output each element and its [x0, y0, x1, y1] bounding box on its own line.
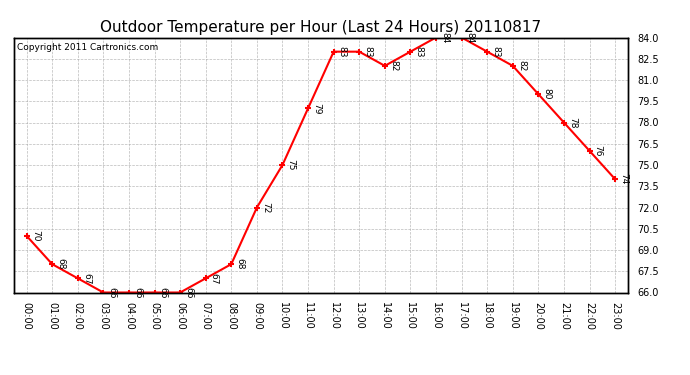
Text: 67: 67	[82, 273, 91, 284]
Text: 78: 78	[568, 117, 577, 128]
Text: 80: 80	[542, 88, 551, 100]
Text: 83: 83	[338, 46, 347, 57]
Text: 76: 76	[593, 145, 602, 157]
Title: Outdoor Temperature per Hour (Last 24 Hours) 20110817: Outdoor Temperature per Hour (Last 24 Ho…	[100, 20, 542, 35]
Text: 67: 67	[210, 273, 219, 284]
Text: 84: 84	[466, 32, 475, 43]
Text: 74: 74	[619, 174, 629, 185]
Text: Copyright 2011 Cartronics.com: Copyright 2011 Cartronics.com	[17, 43, 158, 52]
Text: 66: 66	[184, 287, 193, 298]
Text: 82: 82	[389, 60, 398, 72]
Text: 84: 84	[440, 32, 449, 43]
Text: 75: 75	[286, 159, 295, 171]
Text: 82: 82	[517, 60, 526, 72]
Text: 70: 70	[31, 230, 40, 242]
Text: 66: 66	[159, 287, 168, 298]
Text: 79: 79	[312, 103, 322, 114]
Text: 83: 83	[364, 46, 373, 57]
Text: 83: 83	[415, 46, 424, 57]
Text: 68: 68	[235, 258, 244, 270]
Text: 66: 66	[108, 287, 117, 298]
Text: 83: 83	[491, 46, 500, 57]
Text: 68: 68	[57, 258, 66, 270]
Text: 72: 72	[261, 202, 270, 213]
Text: 66: 66	[133, 287, 142, 298]
